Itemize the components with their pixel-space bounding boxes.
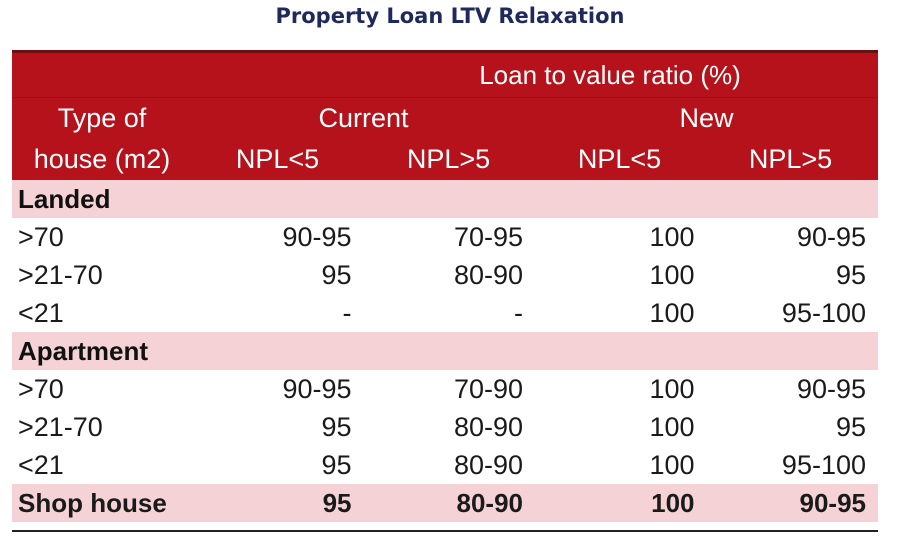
cell: 100 bbox=[651, 487, 695, 518]
cell: 90-95 bbox=[796, 221, 866, 252]
bottom-rule bbox=[12, 530, 878, 532]
cell: 90-95 bbox=[282, 221, 352, 252]
cell: 70-90 bbox=[453, 373, 523, 404]
table-group-header: Loan to value ratio (%) bbox=[12, 50, 878, 97]
cell: 70-95 bbox=[453, 221, 523, 252]
row-label: >70 bbox=[18, 221, 64, 252]
cell: 80-90 bbox=[453, 411, 523, 442]
row-label: <21 bbox=[18, 449, 64, 480]
table-row-shop-house: Shop house 95 80-90 100 90-95 bbox=[12, 484, 878, 522]
cell: 95 bbox=[322, 487, 352, 518]
cell: 100 bbox=[649, 259, 695, 290]
cell: 90-95 bbox=[282, 373, 352, 404]
col-new: New bbox=[679, 102, 734, 133]
table-row: >70 90-95 70-95 100 90-95 bbox=[12, 218, 878, 256]
col-new-npl-lt5: NPL<5 bbox=[577, 143, 662, 174]
page-title: Property Loan LTV Relaxation bbox=[275, 4, 625, 28]
col-current-npl-gt5: NPL>5 bbox=[406, 143, 491, 174]
cell: 95 bbox=[835, 411, 866, 442]
cell: 100 bbox=[649, 373, 695, 404]
row-label: Shop house bbox=[18, 487, 167, 518]
cell: 100 bbox=[649, 221, 695, 252]
cell: 80-90 bbox=[453, 449, 523, 480]
col-new-npl-gt5: NPL>5 bbox=[748, 143, 833, 174]
cell: 95-100 bbox=[781, 297, 866, 328]
table-header-row-2: house (m2) NPL<5 NPL>5 NPL<5 NPL>5 bbox=[12, 138, 878, 180]
col-type-line1: Type of bbox=[57, 102, 147, 133]
row-label: <21 bbox=[18, 297, 64, 328]
cell: 80-90 bbox=[456, 487, 524, 518]
col-current-npl-lt5: NPL<5 bbox=[235, 143, 320, 174]
table-row: <21 - - 100 95-100 bbox=[12, 294, 878, 332]
col-type-line2: house (m2) bbox=[33, 143, 171, 174]
cell: 80-90 bbox=[453, 259, 523, 290]
cell: 90-95 bbox=[799, 487, 867, 518]
table-row: >70 90-95 70-90 100 90-95 bbox=[12, 370, 878, 408]
cell: 100 bbox=[649, 297, 695, 328]
row-label: >21-70 bbox=[18, 411, 103, 442]
cell: 100 bbox=[649, 449, 695, 480]
section-apartment: Apartment bbox=[12, 332, 878, 370]
ltv-table: Loan to value ratio (%) Type of Current … bbox=[12, 50, 878, 522]
table-header-row-1: Type of Current New bbox=[12, 97, 878, 138]
cell: - bbox=[514, 297, 523, 328]
table-row: >21-70 95 80-90 100 95 bbox=[12, 256, 878, 294]
cell: 90-95 bbox=[796, 373, 866, 404]
row-label: >70 bbox=[18, 373, 64, 404]
row-label: >21-70 bbox=[18, 259, 103, 290]
cell: 100 bbox=[649, 411, 695, 442]
table-row: >21-70 95 80-90 100 95 bbox=[12, 408, 878, 446]
cell: 95 bbox=[321, 411, 352, 442]
table-row: <21 95 80-90 100 95-100 bbox=[12, 446, 878, 484]
section-landed: Landed bbox=[12, 180, 878, 218]
cell: 95-100 bbox=[781, 449, 866, 480]
cell: 95 bbox=[321, 449, 352, 480]
cell: 95 bbox=[835, 259, 866, 290]
cell: - bbox=[342, 297, 352, 328]
cell: 95 bbox=[321, 259, 352, 290]
col-current: Current bbox=[318, 102, 409, 133]
group-label: Loan to value ratio (%) bbox=[479, 59, 741, 90]
